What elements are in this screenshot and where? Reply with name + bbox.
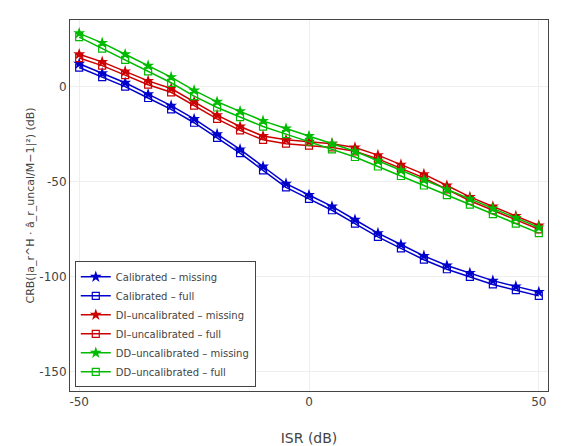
svg-text:DI–uncalibrated – full: DI–uncalibrated – full (116, 329, 221, 340)
svg-text:ISR (dB): ISR (dB) (281, 430, 338, 446)
svg-text:-50: -50 (47, 175, 67, 189)
svg-text:0: 0 (59, 80, 67, 94)
svg-text:50: 50 (531, 395, 546, 409)
svg-text:Calibrated – full: Calibrated – full (116, 291, 194, 302)
svg-text:-150: -150 (39, 365, 66, 379)
svg-text:Calibrated – missing: Calibrated – missing (116, 272, 217, 283)
svg-text:DD–uncalibrated – full: DD–uncalibrated – full (116, 367, 226, 378)
svg-text:DI–uncalibrated – missing: DI–uncalibrated – missing (116, 310, 244, 321)
svg-text:CRB(|a_r^H · â_r_uncal/M−1|²): CRB(|a_r^H · â_r_uncal/M−1|²) (dB) (24, 107, 37, 303)
svg-text:0: 0 (305, 395, 313, 409)
svg-text:-50: -50 (69, 395, 89, 409)
svg-text:DD–uncalibrated – missing: DD–uncalibrated – missing (116, 348, 249, 359)
svg-text:-100: -100 (39, 270, 66, 284)
